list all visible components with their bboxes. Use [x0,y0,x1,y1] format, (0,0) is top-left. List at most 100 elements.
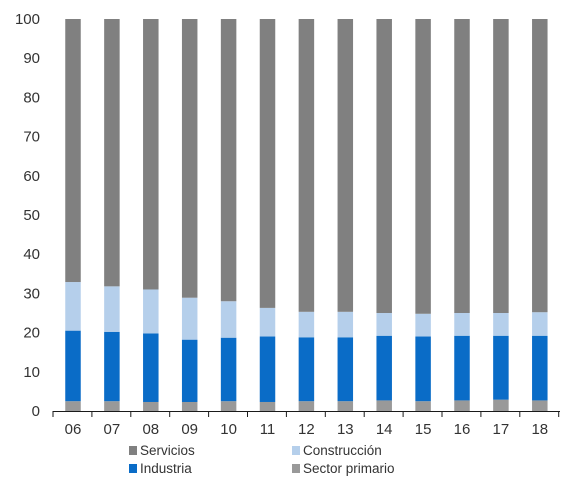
legend-label: Servicios [140,443,195,458]
y-tick-label-0: 0 [32,403,40,420]
bar-segment-construcción-15 [415,313,431,337]
y-tick-label-70: 70 [23,129,40,146]
bar-segment-construcción-07 [104,286,120,332]
bar-segment-servicios-14 [376,19,392,313]
legend-label: Sector primario [303,461,395,476]
bar-segment-sector-primario-12 [298,401,315,411]
x-tick-label-08: 08 [142,421,159,438]
bar-segment-construcción-09 [181,297,198,340]
bar-segment-sector-primario-15 [415,401,431,411]
bar-segment-sector-primario-18 [532,400,548,411]
bar-segment-sector-primario-08 [143,401,159,411]
bar-segment-construcción-06 [65,282,81,331]
bar-segment-industria-14 [376,335,392,401]
x-tick-label-09: 09 [181,421,198,438]
bar-segment-industria-06 [65,330,81,402]
bar-stack-15 [415,19,431,411]
legend: Servicios Construcción Industria Sector pri… [129,443,395,476]
bar-segment-sector-primario-13 [337,401,354,411]
bar-stack-18 [532,19,548,411]
x-tick-label-17: 17 [493,421,510,438]
bar-stack-08 [143,19,159,411]
legend-swatch [129,464,137,473]
y-tick-label-60: 60 [23,168,40,185]
legend-item-sector-primario: Sector primario [292,461,395,476]
bar-segment-construcción-08 [143,289,159,334]
bar-segment-sector-primario-06 [65,401,81,411]
y-tick-label-50: 50 [23,207,40,224]
bar-segment-construcción-11 [259,307,276,337]
bar-segment-servicios-09 [181,19,198,298]
bar-segment-sector-primario-17 [493,399,509,411]
bar-segment-servicios-12 [298,19,315,312]
bar-segment-servicios-11 [259,19,276,308]
legend-swatch [292,464,300,473]
bar-segment-industria-16 [454,335,470,401]
x-tick-label-18: 18 [531,421,548,438]
y-tick-label-40: 40 [23,246,40,263]
bar-segment-servicios-07 [104,19,120,287]
bar-stack-07 [104,19,120,411]
bar-segment-sector-primario-07 [104,401,120,411]
y-tick-label-100: 100 [15,11,40,28]
bar-segment-construcción-17 [493,313,509,336]
x-tick-label-10: 10 [220,421,237,438]
legend-item-servicios: Servicios [129,443,195,458]
bar-segment-servicios-08 [143,19,159,290]
bar-segment-industria-11 [259,336,276,402]
x-tick-label-15: 15 [415,421,432,438]
bar-segment-servicios-13 [337,19,354,312]
bar-segment-sector-primario-10 [220,401,237,411]
legend-swatch [292,446,300,455]
bar-stack-06 [65,19,81,411]
bar-stack-12 [298,19,315,411]
x-tick-label-11: 11 [260,421,276,438]
bar-stack-10 [220,19,237,411]
bar-stack-13 [337,19,354,411]
y-tick-label-10: 10 [23,364,40,381]
bar-segment-servicios-16 [454,19,470,313]
bar-segment-servicios-10 [220,19,237,302]
y-axis: 0 10 20 30 40 50 60 70 80 90 100 [15,11,40,420]
bar-stack-09 [181,19,198,411]
x-tick-label-07: 07 [104,421,121,438]
bar-segment-sector-primario-09 [181,401,198,411]
legend-item-construcción: Construcción [292,443,382,458]
y-tick-label-30: 30 [23,285,40,302]
bar-segment-construcción-18 [532,312,548,336]
bar-segment-construcción-10 [220,301,237,338]
legend-label: Construcción [303,443,382,458]
bar-stacks [65,19,548,411]
bar-segment-sector-primario-14 [376,400,392,411]
x-tick-label-16: 16 [454,421,471,438]
x-tick-label-14: 14 [376,421,393,438]
y-tick-label-90: 90 [23,50,40,67]
bar-segment-servicios-06 [65,19,81,283]
bar-segment-servicios-15 [415,19,431,314]
bar-segment-industria-15 [415,336,431,402]
bar-stack-11 [259,19,276,411]
x-tick-label-06: 06 [65,421,82,438]
bar-segment-industria-10 [220,337,237,402]
x-tick-label-12: 12 [298,421,315,438]
x-tick-label-13: 13 [337,421,354,438]
legend-item-industria: Industria [129,461,192,476]
bar-segment-construcción-14 [376,313,392,336]
x-axis: 06 07 08 09 10 11 12 13 14 15 16 17 18 [52,411,560,438]
y-tick-label-80: 80 [23,89,40,106]
bar-segment-industria-13 [337,337,354,402]
legend-swatch [129,446,137,455]
bar-segment-construcción-16 [454,313,470,336]
bar-segment-sector-primario-16 [454,400,470,411]
bar-stack-17 [493,19,509,411]
bar-stack-16 [454,19,470,411]
bar-segment-industria-18 [532,335,548,401]
bar-segment-servicios-18 [532,19,548,313]
bar-segment-sector-primario-11 [259,401,276,411]
bar-stack-14 [376,19,392,411]
legend-label: Industria [140,461,192,476]
y-tick-label-20: 20 [23,325,40,342]
bar-segment-construcción-12 [298,311,315,338]
bar-segment-industria-09 [181,339,198,402]
